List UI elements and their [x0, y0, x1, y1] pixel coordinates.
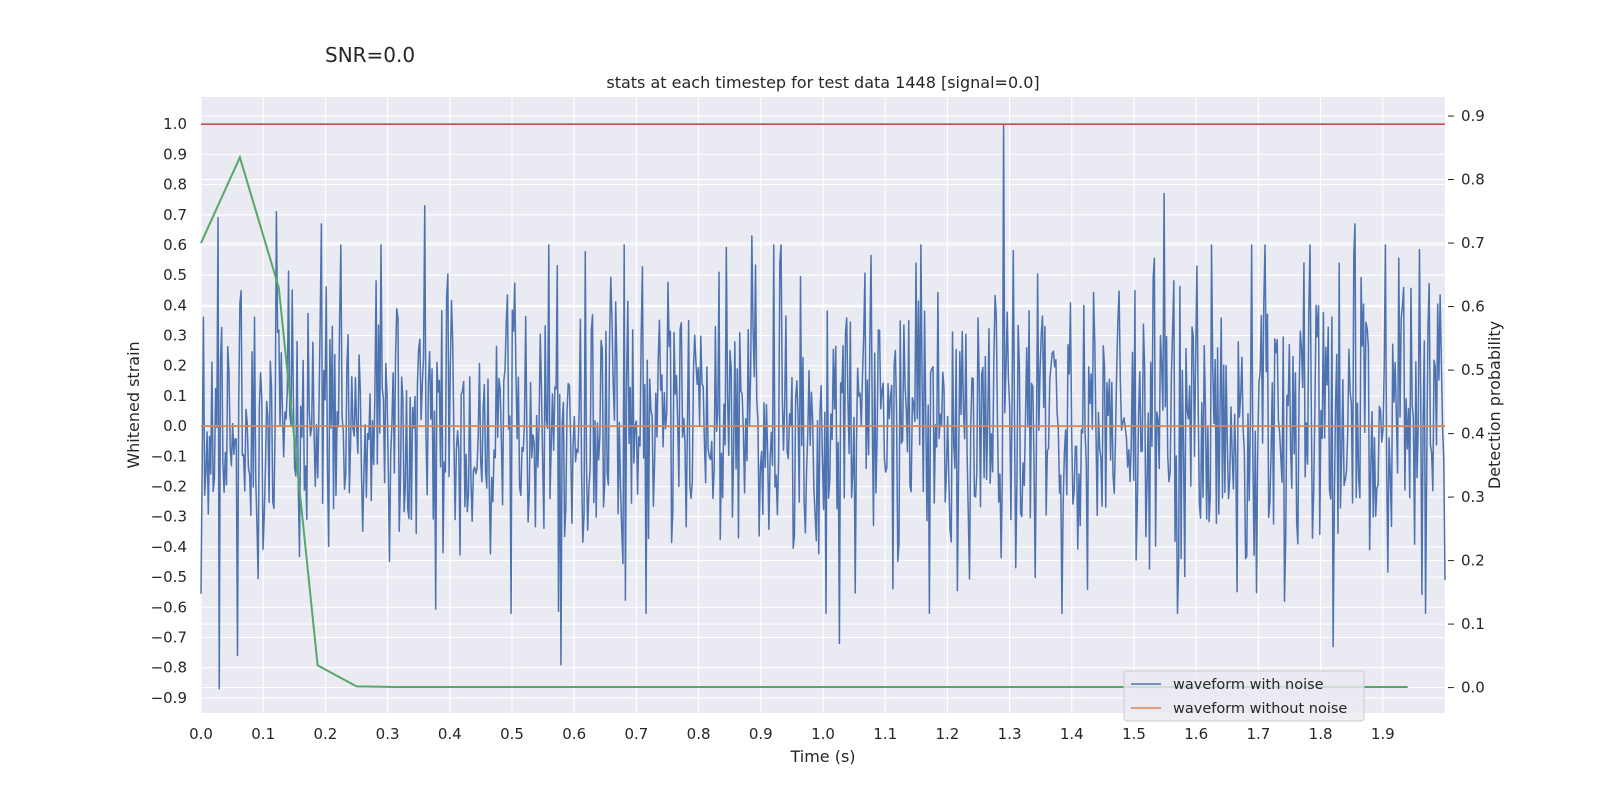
- x-tick-label: 1.6: [1184, 725, 1208, 743]
- x-tick-label: 1.1: [873, 725, 897, 743]
- y-tick-label: 0.3: [163, 327, 187, 345]
- x-tick-label: 0.8: [687, 725, 711, 743]
- y-tick-label: 0.8: [163, 176, 187, 194]
- y-right-tick-label: 0.9: [1461, 107, 1485, 125]
- series-waveform-with-noise: [200, 123, 1446, 690]
- y-tick-label: −0.4: [151, 538, 187, 556]
- chart-title: stats at each timestep for test data 144…: [606, 73, 1039, 92]
- x-axis-label: Time (s): [789, 747, 855, 766]
- y-tick-label: 0.5: [163, 266, 187, 284]
- y-right-tick-label: 0.8: [1461, 171, 1485, 189]
- x-tick-label: 1.9: [1371, 725, 1395, 743]
- y-right-tick-label: 0.5: [1461, 361, 1485, 379]
- y-axis-label-right: Detection probability: [1485, 321, 1504, 489]
- y-tick-label: −0.2: [151, 478, 187, 496]
- x-tick-label: 0.3: [376, 725, 400, 743]
- y-tick-label: −0.3: [151, 508, 187, 526]
- y-tick-label: 0.2: [163, 357, 187, 375]
- x-tick-label: 0.0: [189, 725, 213, 743]
- y-tick-label: −0.7: [151, 629, 187, 647]
- y-tick-label: 0.4: [163, 296, 187, 314]
- x-tick-label: 1.4: [1060, 725, 1084, 743]
- figure-suptitle: SNR=0.0: [325, 43, 415, 67]
- y-right-tick-label: 0.0: [1461, 679, 1485, 697]
- x-tick-label: 0.2: [313, 725, 337, 743]
- y-tick-label: 0.9: [163, 145, 187, 163]
- y-tick-label: −0.1: [151, 447, 187, 465]
- y-tick-label: −0.6: [151, 598, 187, 616]
- y-right-tick-label: 0.3: [1461, 488, 1485, 506]
- x-tick-label: 0.5: [500, 725, 524, 743]
- y-right-tick-label: 0.6: [1461, 298, 1485, 316]
- x-tick-label: 0.6: [562, 725, 586, 743]
- x-tick-label: 1.3: [998, 725, 1022, 743]
- y-right-tick-label: 0.1: [1461, 615, 1485, 633]
- x-tick-label: 0.1: [251, 725, 275, 743]
- y-right-tick-label: 0.7: [1461, 234, 1485, 252]
- y-tick-label: 0.6: [163, 236, 187, 254]
- x-tick-label: 0.9: [749, 725, 773, 743]
- x-tick-label: 0.4: [438, 725, 462, 743]
- y-tick-label: −0.8: [151, 659, 187, 677]
- y-right-tick-label: 0.2: [1461, 552, 1485, 570]
- x-tick-label: 0.7: [624, 725, 648, 743]
- y-tick-label: 0.0: [163, 417, 187, 435]
- series-layer: [200, 123, 1446, 690]
- legend-label-clean: waveform without noise: [1173, 701, 1347, 717]
- x-tick-label: 1.0: [811, 725, 835, 743]
- x-tick-label: 1.5: [1122, 725, 1146, 743]
- y-right-tick-label: 0.4: [1461, 425, 1485, 443]
- x-tick-label: 1.8: [1309, 725, 1333, 743]
- legend-label-noise: waveform with noise: [1173, 677, 1324, 693]
- y-tick-label: −0.5: [151, 568, 187, 586]
- y-tick-label: −0.9: [151, 689, 187, 707]
- series-detection-probability: [200, 154, 1408, 688]
- tick-labels: 0.0 0.1 0.2 0.3 0.4 0.5 0.6 0.7 0.8 0.9 1.0 1.1 1.2 1…: [151, 107, 1485, 743]
- x-tick-label: 1.7: [1246, 725, 1270, 743]
- y-axis-label: Whitened strain: [124, 341, 143, 468]
- legend-box: [1123, 670, 1365, 722]
- legend: waveform with noise waveform without noi…: [1123, 670, 1365, 722]
- y-tick-label: 1.0: [163, 115, 187, 133]
- y-tick-label: 0.7: [163, 206, 187, 224]
- y-tick-label: 0.1: [163, 387, 187, 405]
- x-tick-label: 1.2: [935, 725, 959, 743]
